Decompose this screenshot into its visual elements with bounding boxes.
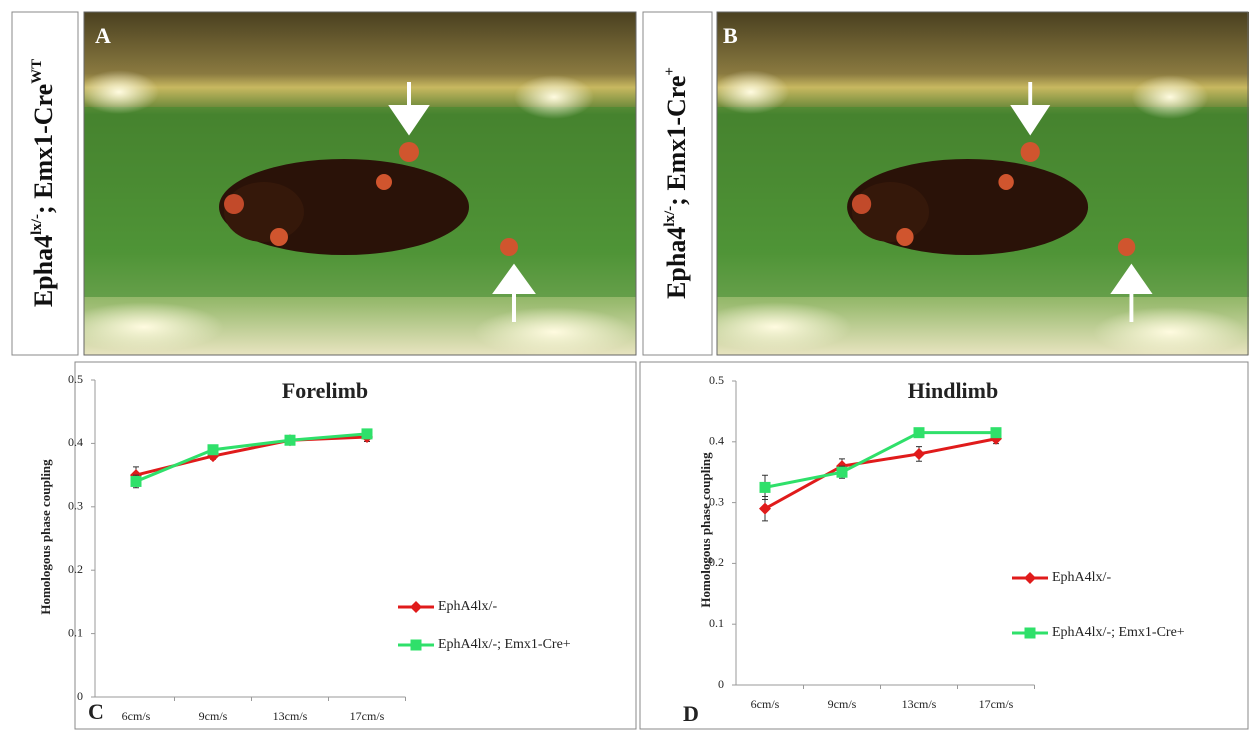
x-tick-label: 17cm/s — [979, 697, 1014, 711]
marker-square — [285, 435, 296, 446]
x-tick-label: 6cm/s — [122, 709, 151, 723]
marker-square — [362, 428, 373, 439]
x-tick-label: 6cm/s — [751, 697, 780, 711]
y-tick-label: 0.1 — [709, 616, 724, 630]
marker-square — [914, 427, 925, 438]
legend-marker — [410, 601, 422, 613]
marker-square — [131, 476, 142, 487]
chart-title: Forelimb — [282, 378, 368, 403]
y-tick-label: 0.4 — [68, 435, 83, 449]
y-axis-label: Homologous phase coupling — [698, 452, 713, 608]
panel-box — [75, 362, 636, 729]
legend-label: EphA4lx/-; Emx1-Cre+ — [438, 637, 571, 652]
x-tick-label: 13cm/s — [273, 709, 308, 723]
panel-letter: B — [723, 23, 738, 48]
marker-square — [208, 444, 219, 455]
label-text: Epha4 — [29, 235, 58, 307]
y-tick-label: 0.5 — [709, 373, 724, 387]
marker-diamond — [913, 448, 925, 460]
superscript: + — [662, 67, 678, 76]
chart-title: Hindlimb — [908, 378, 998, 403]
photo — [698, 12, 1249, 357]
legend-marker — [1024, 572, 1036, 584]
legend-label: EphA4lx/-; Emx1-Cre+ — [1052, 625, 1185, 640]
superscript: WT — [29, 59, 45, 84]
series-line — [136, 437, 367, 475]
series-line — [765, 439, 996, 509]
y-tick-label: 0.3 — [68, 499, 83, 513]
marker-diamond — [759, 503, 771, 515]
row-label: Epha4lx/-; Emx1-CreWT — [29, 59, 58, 307]
marker-square — [837, 467, 848, 478]
marker-square — [991, 427, 1002, 438]
superscript: lx/- — [662, 206, 678, 227]
panel-letter: D — [683, 701, 699, 726]
series-line — [136, 434, 367, 482]
x-tick-label: 9cm/s — [828, 697, 857, 711]
y-tick-label: 0 — [718, 677, 724, 691]
x-tick-label: 13cm/s — [902, 697, 937, 711]
marker-square — [760, 482, 771, 493]
panel-box — [640, 362, 1248, 729]
row-label: Epha4lx/-; Emx1-Cre+ — [662, 67, 691, 299]
figure: A B Epha4lx/-; Emx1-CreWTEpha4lx/-; Emx1… — [0, 0, 1249, 730]
label-text: Epha4 — [662, 227, 691, 299]
photo — [64, 12, 636, 357]
panel-letter: C — [88, 699, 104, 724]
x-tick-label: 17cm/s — [350, 709, 385, 723]
y-tick-label: 0.1 — [68, 625, 83, 639]
y-axis-label: Homologous phase coupling — [38, 459, 53, 615]
legend-marker — [411, 640, 422, 651]
label-text: ; Emx1-Cre — [29, 84, 58, 214]
y-tick-label: 0.2 — [709, 555, 724, 569]
x-tick-label: 9cm/s — [199, 709, 228, 723]
y-tick-label: 0.3 — [709, 494, 724, 508]
legend-label: EphA4lx/- — [1052, 570, 1111, 585]
y-tick-label: 0 — [77, 689, 83, 703]
legend-marker — [1025, 628, 1036, 639]
label-text: ; Emx1-Cre — [662, 76, 691, 206]
superscript: lx/- — [29, 214, 45, 235]
y-tick-label: 0.5 — [68, 372, 83, 386]
panel-letter: A — [95, 23, 111, 48]
y-tick-label: 0.4 — [709, 434, 724, 448]
legend-label: EphA4lx/- — [438, 599, 497, 614]
y-tick-label: 0.2 — [68, 562, 83, 576]
